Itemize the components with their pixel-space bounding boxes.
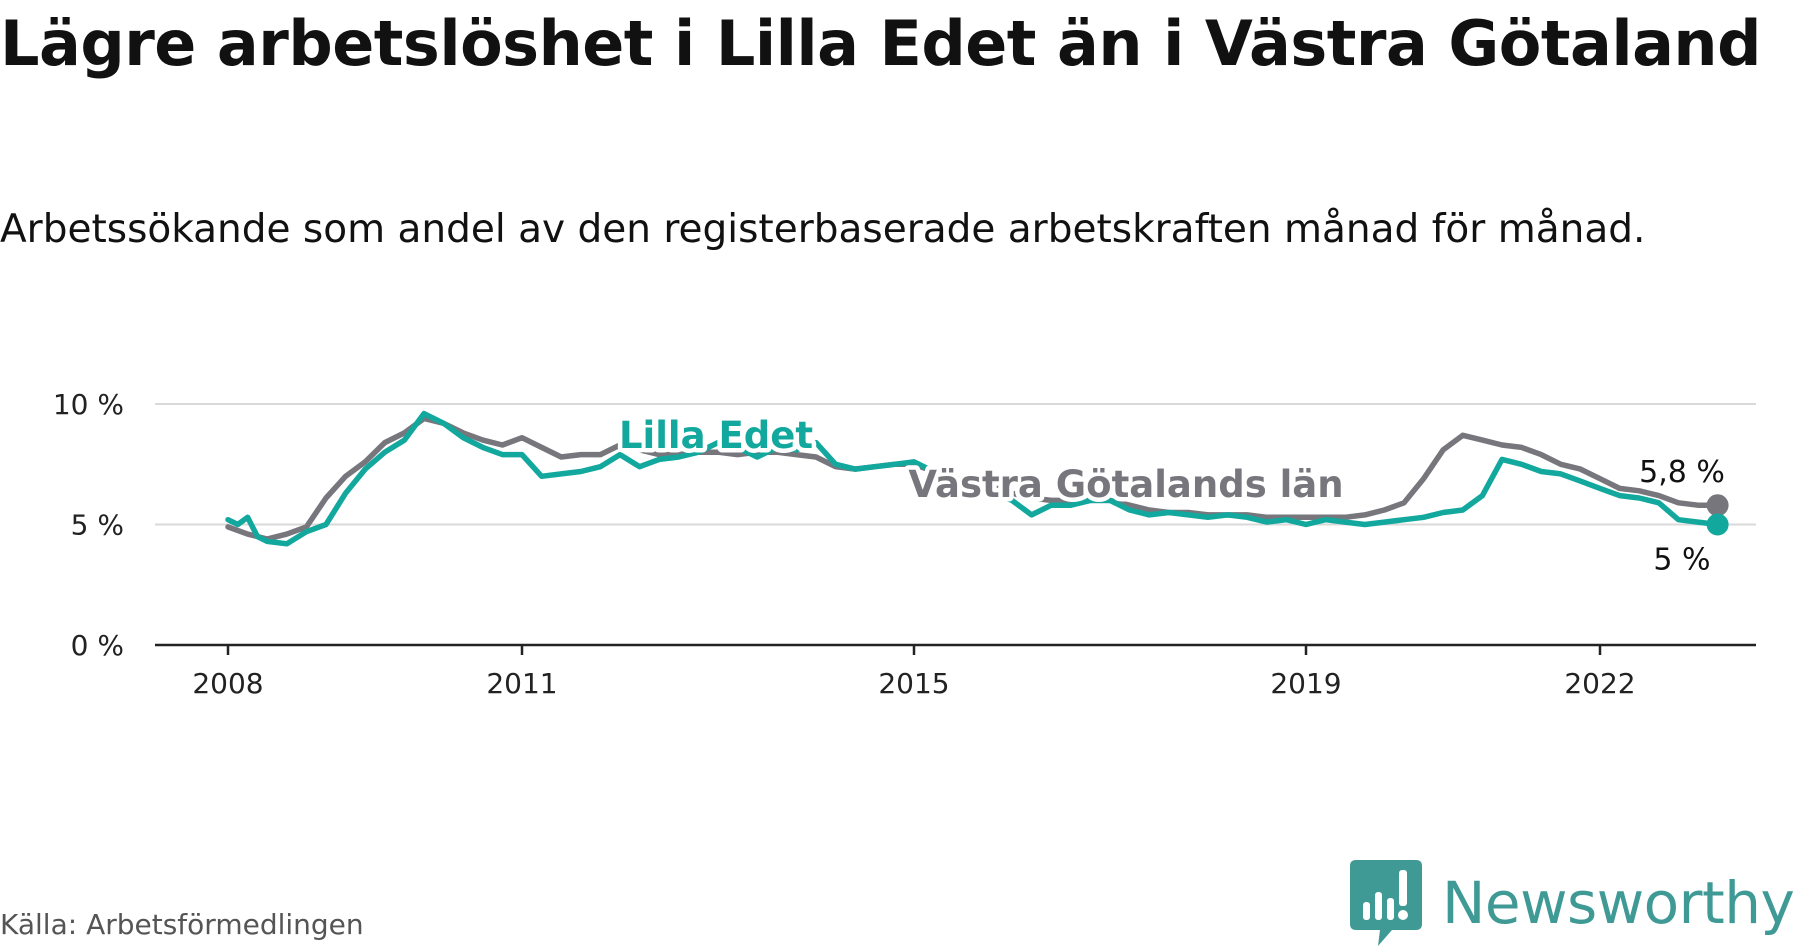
newsworthy-logo-icon (1350, 860, 1422, 946)
source-note: Källa: Arbetsförmedlingen (0, 908, 364, 941)
x-tick-label: 2022 (1564, 667, 1635, 700)
series-label-vastra-gotalands-lan: Västra Götalands län (908, 463, 1343, 506)
chart-subtitle: Arbetssökande som andel av den registerb… (0, 207, 1646, 252)
end-point-v-stra-g-talands-l-n (1706, 494, 1729, 517)
series-layer (225, 410, 1729, 547)
x-tick-label: 2019 (1270, 667, 1341, 700)
chart-title: Lägre arbetslöshet i Lilla Edet än i Väs… (0, 7, 1761, 80)
label-layer: Lilla Edet Västra Götalands län 5,8 % 5 % (614, 410, 1727, 581)
y-tick-label: 0 % (71, 629, 124, 662)
brand-name: Newsworthy (1442, 869, 1795, 937)
x-tick-label: 2008 (192, 667, 263, 700)
x-tick-label: 2011 (486, 667, 557, 700)
y-tick-label: 5 % (71, 509, 124, 542)
series-line-lilla-edet (225, 410, 1721, 547)
y-tick-label: 10 % (53, 388, 124, 421)
axis-layer: 0 % 5 % 10 % 2008 2011 2015 2019 2022 (53, 388, 1756, 700)
end-label-lilla-edet: 5 % (1653, 543, 1710, 578)
end-label-vastra-gotalands-lan: 5,8 % (1639, 455, 1725, 490)
brand-logo[interactable]: Newsworthy (1348, 858, 1795, 948)
series-label-lilla-edet: Lilla Edet (619, 414, 813, 457)
x-tick-label: 2015 (878, 667, 949, 700)
series-line-v-stra-g-talands-l-n (225, 415, 1721, 542)
grid-layer (155, 403, 1756, 526)
end-point-lilla-edet (1706, 513, 1729, 536)
